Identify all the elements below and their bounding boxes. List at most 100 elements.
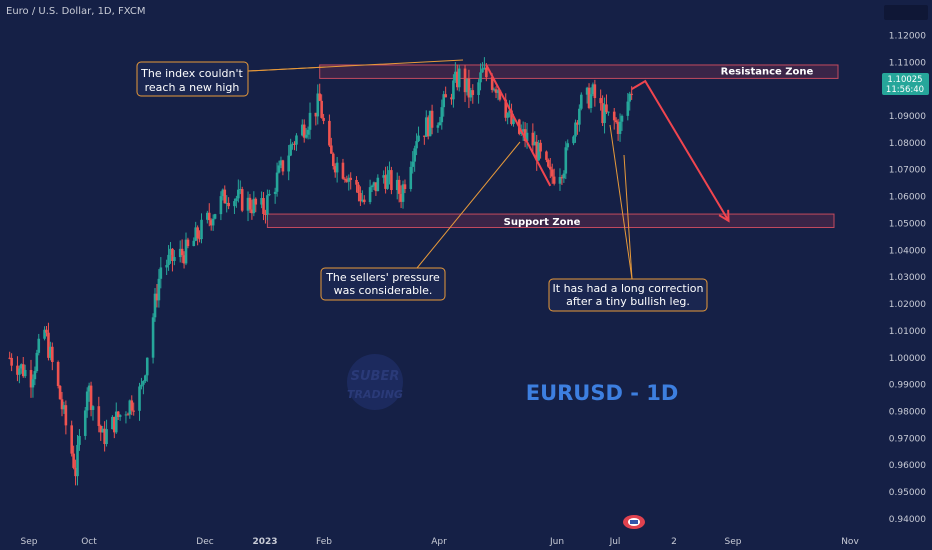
candle bbox=[153, 288, 157, 322]
candle-body bbox=[151, 317, 155, 358]
candle-body bbox=[235, 198, 238, 202]
candle-body bbox=[457, 68, 461, 88]
candle bbox=[390, 166, 393, 195]
candle bbox=[454, 62, 457, 83]
candle bbox=[252, 191, 256, 217]
candle-body bbox=[355, 179, 358, 185]
candle-body bbox=[275, 172, 279, 192]
candle-body bbox=[423, 135, 426, 137]
candle bbox=[471, 84, 475, 104]
support-zone[interactable] bbox=[266, 213, 835, 228]
candle bbox=[227, 197, 230, 210]
candle bbox=[535, 134, 539, 171]
candle bbox=[578, 104, 581, 132]
candle bbox=[401, 180, 405, 209]
bearish-leg-line bbox=[485, 64, 552, 187]
candle bbox=[87, 382, 91, 402]
candle-body bbox=[21, 364, 25, 377]
candle-body bbox=[35, 352, 39, 372]
candle bbox=[537, 139, 540, 162]
candle bbox=[167, 245, 170, 271]
price-tick-label: 1.02000 bbox=[889, 300, 926, 310]
candle bbox=[142, 380, 145, 395]
time-axis[interactable]: Sep Oct Dec 2023 Feb Apr Jun Jul 2 Sep Nov bbox=[21, 537, 860, 547]
candle-body bbox=[498, 90, 502, 100]
candle bbox=[178, 240, 182, 263]
candle-body bbox=[403, 184, 407, 190]
candle bbox=[308, 102, 312, 140]
candle-body bbox=[428, 110, 432, 137]
candle bbox=[345, 175, 349, 183]
candle bbox=[144, 374, 147, 384]
candle-body bbox=[169, 248, 172, 255]
candle-body bbox=[601, 103, 604, 124]
candle bbox=[424, 110, 428, 137]
candle bbox=[428, 110, 432, 137]
price-tick-label: 0.98000 bbox=[889, 407, 926, 417]
candle bbox=[591, 82, 595, 97]
candle-body bbox=[91, 406, 95, 410]
candle-body bbox=[469, 90, 473, 98]
candle-body bbox=[85, 391, 89, 411]
candle-body bbox=[599, 98, 602, 104]
candle-body bbox=[512, 119, 515, 125]
candle-body bbox=[144, 375, 147, 382]
candle bbox=[440, 99, 444, 130]
candle-body bbox=[362, 199, 366, 203]
candle bbox=[132, 402, 135, 416]
candle-body bbox=[548, 166, 552, 170]
candle-body bbox=[374, 182, 378, 192]
candle bbox=[211, 214, 215, 231]
candle bbox=[10, 353, 13, 372]
candle bbox=[362, 195, 366, 205]
event-flag-icon[interactable] bbox=[623, 515, 645, 529]
candle bbox=[165, 259, 168, 275]
time-tick-label: Apr bbox=[431, 537, 447, 547]
candle-body bbox=[47, 332, 50, 358]
candle bbox=[574, 119, 577, 143]
candle-body bbox=[506, 113, 509, 118]
candle-body bbox=[83, 410, 87, 436]
candle-body bbox=[384, 175, 387, 189]
candle-body bbox=[372, 182, 376, 186]
candle bbox=[128, 399, 132, 419]
candle-body bbox=[145, 357, 149, 376]
candle bbox=[386, 166, 389, 190]
candle-body bbox=[368, 187, 372, 203]
candle bbox=[620, 114, 624, 131]
candle bbox=[452, 74, 455, 108]
candle bbox=[314, 112, 318, 126]
candle bbox=[357, 181, 360, 202]
candle bbox=[221, 188, 225, 201]
candle-body bbox=[128, 400, 132, 415]
candle bbox=[374, 182, 378, 196]
candle bbox=[78, 429, 81, 451]
candle-body bbox=[415, 141, 418, 149]
candle bbox=[209, 218, 213, 231]
candle bbox=[31, 374, 35, 398]
candle bbox=[126, 412, 130, 416]
candle bbox=[116, 410, 120, 421]
candle-body bbox=[579, 94, 583, 109]
candle-body bbox=[401, 184, 405, 202]
candle bbox=[293, 141, 296, 151]
candle-body bbox=[424, 117, 428, 137]
candle-body bbox=[531, 132, 535, 146]
candle-body bbox=[361, 199, 364, 202]
candle bbox=[599, 89, 602, 111]
toolbar-button[interactable] bbox=[884, 5, 928, 20]
candle bbox=[196, 225, 199, 246]
candle-body bbox=[331, 153, 335, 167]
candle bbox=[237, 179, 240, 203]
resistance-zone[interactable] bbox=[319, 64, 839, 79]
candle-body bbox=[126, 414, 130, 416]
price-tick-label: 1.06000 bbox=[889, 193, 926, 203]
candle bbox=[521, 121, 525, 141]
candle bbox=[504, 93, 508, 122]
candle bbox=[225, 195, 229, 213]
candle bbox=[330, 137, 333, 154]
candle-body bbox=[316, 93, 320, 117]
candle-body bbox=[535, 141, 539, 161]
